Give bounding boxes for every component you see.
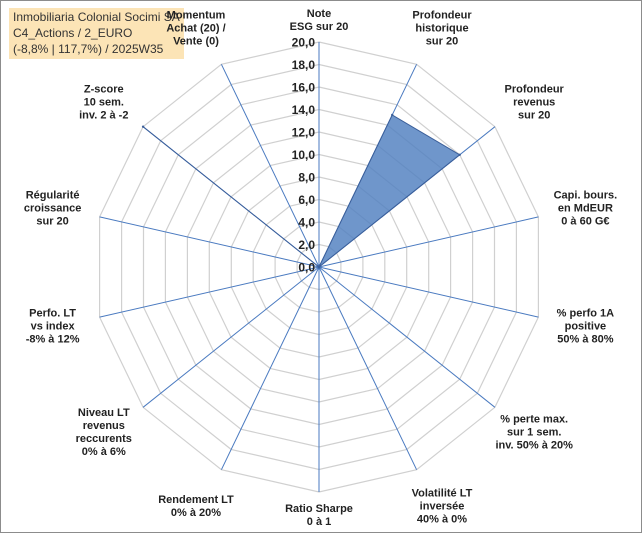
category-label: Profondeur revenus sur 20 xyxy=(505,83,565,121)
radar-spoke xyxy=(99,266,320,318)
r-tick-label: 2,0 xyxy=(298,238,315,252)
radar-spoke xyxy=(318,266,496,408)
radar-spoke xyxy=(220,266,320,470)
category-label: Volatilité LT inversée 40% à 0% xyxy=(412,487,473,525)
chart-header: Inmobiliaria Colonial Socimi SA C4_Actio… xyxy=(9,8,184,59)
category-label: Capi. bours. en MdEUR 0 à 60 G€ xyxy=(554,190,618,228)
data-point xyxy=(141,125,145,128)
category-label: Régularité croissance sur 20 xyxy=(24,190,81,228)
category-label: Note ESG sur 20 xyxy=(290,8,349,33)
header-period: (-8,8% | 117,7%) / 2025W35 xyxy=(13,42,164,56)
r-tick-label: 12,0 xyxy=(292,126,316,140)
r-tick-label: 16,0 xyxy=(292,81,316,95)
radar-spoke xyxy=(220,64,320,268)
category-label: Rendement LT 0% à 20% xyxy=(158,494,234,519)
category-label: Niveau LT revenus reccurents 0% à 6% xyxy=(76,407,132,458)
category-label: Perfo. LT vs index -8% à 12% xyxy=(26,308,80,346)
radar-spoke xyxy=(318,266,539,318)
r-tick-label: 18,0 xyxy=(292,58,316,72)
header-company: Inmobiliaria Colonial Socimi SA xyxy=(13,10,180,24)
r-tick-label: 14,0 xyxy=(292,103,316,117)
data-point xyxy=(317,265,321,269)
data-series-area xyxy=(142,114,461,268)
radar-spoke xyxy=(99,216,320,268)
r-tick-label: 4,0 xyxy=(298,216,315,230)
r-tick-label: 10,0 xyxy=(292,148,316,162)
r-tick-label: 20,0 xyxy=(292,36,316,50)
header-category: C4_Actions / 2_EURO xyxy=(13,26,133,40)
category-label: Profondeur historique sur 20 xyxy=(412,10,472,48)
category-label: Ratio Sharpe 0 à 1 xyxy=(285,503,353,528)
r-tick-label: 6,0 xyxy=(298,193,315,207)
radar-spoke xyxy=(318,266,418,470)
category-label: % perte max. sur 1 sem. inv. 50% à 20% xyxy=(495,414,573,452)
radar-spoke xyxy=(142,266,320,408)
radar-spoke xyxy=(318,216,539,268)
data-point xyxy=(391,113,394,117)
category-label: Z-score 10 sem. inv. 2 à -2 xyxy=(79,83,128,121)
r-tick-label: 0,0 xyxy=(298,261,315,275)
category-label: Momentum Achat (20) / Vente (0) xyxy=(166,10,225,48)
data-point xyxy=(458,153,461,156)
r-tick-label: 8,0 xyxy=(298,171,315,185)
category-label: % perfo 1A positive 50% à 80% xyxy=(557,308,615,346)
